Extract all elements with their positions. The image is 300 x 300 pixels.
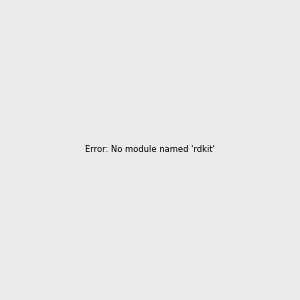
Text: Error: No module named 'rdkit': Error: No module named 'rdkit'	[85, 146, 215, 154]
